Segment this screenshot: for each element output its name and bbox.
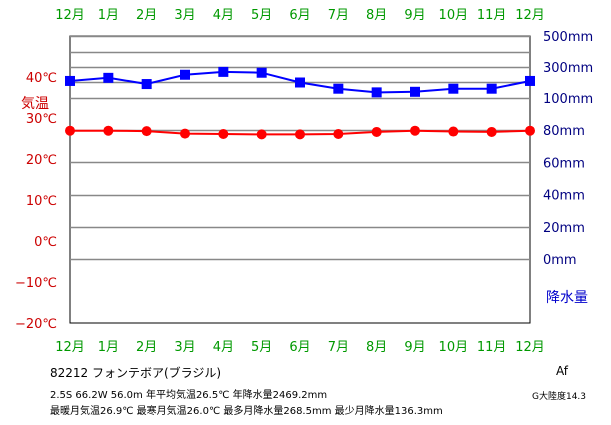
bottom-month-label: 12月 <box>515 340 545 355</box>
temperature-point <box>410 125 420 136</box>
precipitation-point <box>180 69 190 80</box>
continentality-index: G大陸度14.3 <box>532 392 587 402</box>
precipitation-tick-label: 300mm <box>543 61 593 76</box>
precipitation-tick-label: 80mm <box>543 124 585 139</box>
bottom-month-label: 4月 <box>213 340 234 355</box>
climate-class: Af <box>556 364 569 378</box>
precipitation-tick-label: 20mm <box>543 221 585 236</box>
precipitation-point <box>103 72 114 83</box>
precipitation-tick-label: 100mm <box>543 92 593 107</box>
precipitation-tick-label: 0mm <box>543 253 577 268</box>
precipitation-point <box>371 87 382 98</box>
temperature-point <box>295 129 305 140</box>
top-month-labels: 12月 1月 2月 3月 4月 5月 6月 7月 8月 9月 10月 11月 12月 <box>55 8 545 23</box>
bottom-month-label: 6月 <box>289 340 310 355</box>
top-month-label: 1月 <box>98 8 119 23</box>
precipitation-tick-label: 500mm <box>543 30 593 45</box>
top-month-label: 7月 <box>328 8 349 23</box>
temperature-point <box>525 125 535 136</box>
top-month-label: 8月 <box>366 8 387 23</box>
precipitation-point <box>448 83 459 94</box>
precipitation-point <box>295 77 305 88</box>
top-month-label: 12月 <box>55 8 85 23</box>
temperature-tick-label: 0℃ <box>34 235 57 250</box>
bottom-month-label: 1月 <box>98 340 119 355</box>
temperature-tick-label: 30℃ <box>26 112 57 127</box>
bottom-month-label: 7月 <box>328 340 349 355</box>
precipitation-point <box>525 75 535 86</box>
temperature-tick-label: 20℃ <box>26 153 57 168</box>
bottom-month-label: 12月 <box>55 340 85 355</box>
top-month-label: 3月 <box>174 8 195 23</box>
temperature-axis-ticks: 40℃ 30℃ 20℃ 10℃ 0℃ −10℃ −20℃ <box>15 71 57 332</box>
top-month-label: 12月 <box>515 8 545 23</box>
temperature-point <box>486 126 497 137</box>
precipitation-point <box>333 83 344 94</box>
temperature-point <box>218 128 229 139</box>
top-month-label: 11月 <box>477 8 507 23</box>
temperature-point <box>141 126 152 137</box>
temperature-tick-label: 40℃ <box>26 71 57 86</box>
precipitation-series <box>65 66 535 98</box>
temperature-point <box>103 125 114 136</box>
precipitation-point <box>256 67 267 78</box>
bottom-month-label: 9月 <box>404 340 425 355</box>
bottom-month-label: 10月 <box>439 340 469 355</box>
bottom-month-labels: 12月 1月 2月 3月 4月 5月 6月 7月 8月 9月 10月 11月 12月 <box>55 340 545 355</box>
temperature-point <box>180 128 190 139</box>
precipitation-axis-ticks: 500mm 300mm 100mm 80mm 60mm 40mm 20mm 0mm <box>543 30 593 268</box>
station-summary-row2: 最暖月気温26.9℃ 最寒月気温26.0℃ 最多月降水量268.5mm 最少月降… <box>50 406 443 417</box>
station-summary-row1: 2.5S 66.2W 56.0m 年平均気温26.5℃ 年降水量2469.2mm <box>50 390 328 401</box>
top-month-label: 10月 <box>439 8 469 23</box>
temperature-point <box>333 128 344 139</box>
top-month-label: 4月 <box>213 8 234 23</box>
bottom-month-label: 8月 <box>366 340 387 355</box>
precipitation-axis-title: 降水量 <box>546 290 588 306</box>
temperature-series <box>65 125 535 140</box>
temperature-point <box>371 126 382 137</box>
temperature-point <box>448 126 459 137</box>
top-month-label: 5月 <box>251 8 272 23</box>
precipitation-tick-label: 60mm <box>543 156 585 171</box>
temperature-point <box>65 125 75 136</box>
bottom-month-label: 2月 <box>136 340 157 355</box>
top-month-label: 2月 <box>136 8 157 23</box>
precipitation-point <box>218 66 229 77</box>
temperature-tick-label: −20℃ <box>15 317 57 332</box>
top-month-label: 6月 <box>289 8 310 23</box>
temperature-axis-title: 気温 <box>21 96 49 112</box>
precipitation-tick-label: 40mm <box>543 189 585 204</box>
bottom-month-label: 11月 <box>477 340 507 355</box>
top-month-label: 9月 <box>404 8 425 23</box>
temperature-point <box>256 129 267 140</box>
station-title: 82212 フォンテボア(ブラジル) <box>50 366 222 380</box>
bottom-month-label: 3月 <box>174 340 195 355</box>
precipitation-point <box>141 79 152 90</box>
temperature-tick-label: 10℃ <box>26 194 57 209</box>
bottom-month-label: 5月 <box>251 340 272 355</box>
precipitation-point <box>65 75 75 86</box>
temperature-tick-label: −10℃ <box>15 276 57 291</box>
precipitation-point <box>410 86 420 97</box>
precipitation-point <box>486 83 497 94</box>
